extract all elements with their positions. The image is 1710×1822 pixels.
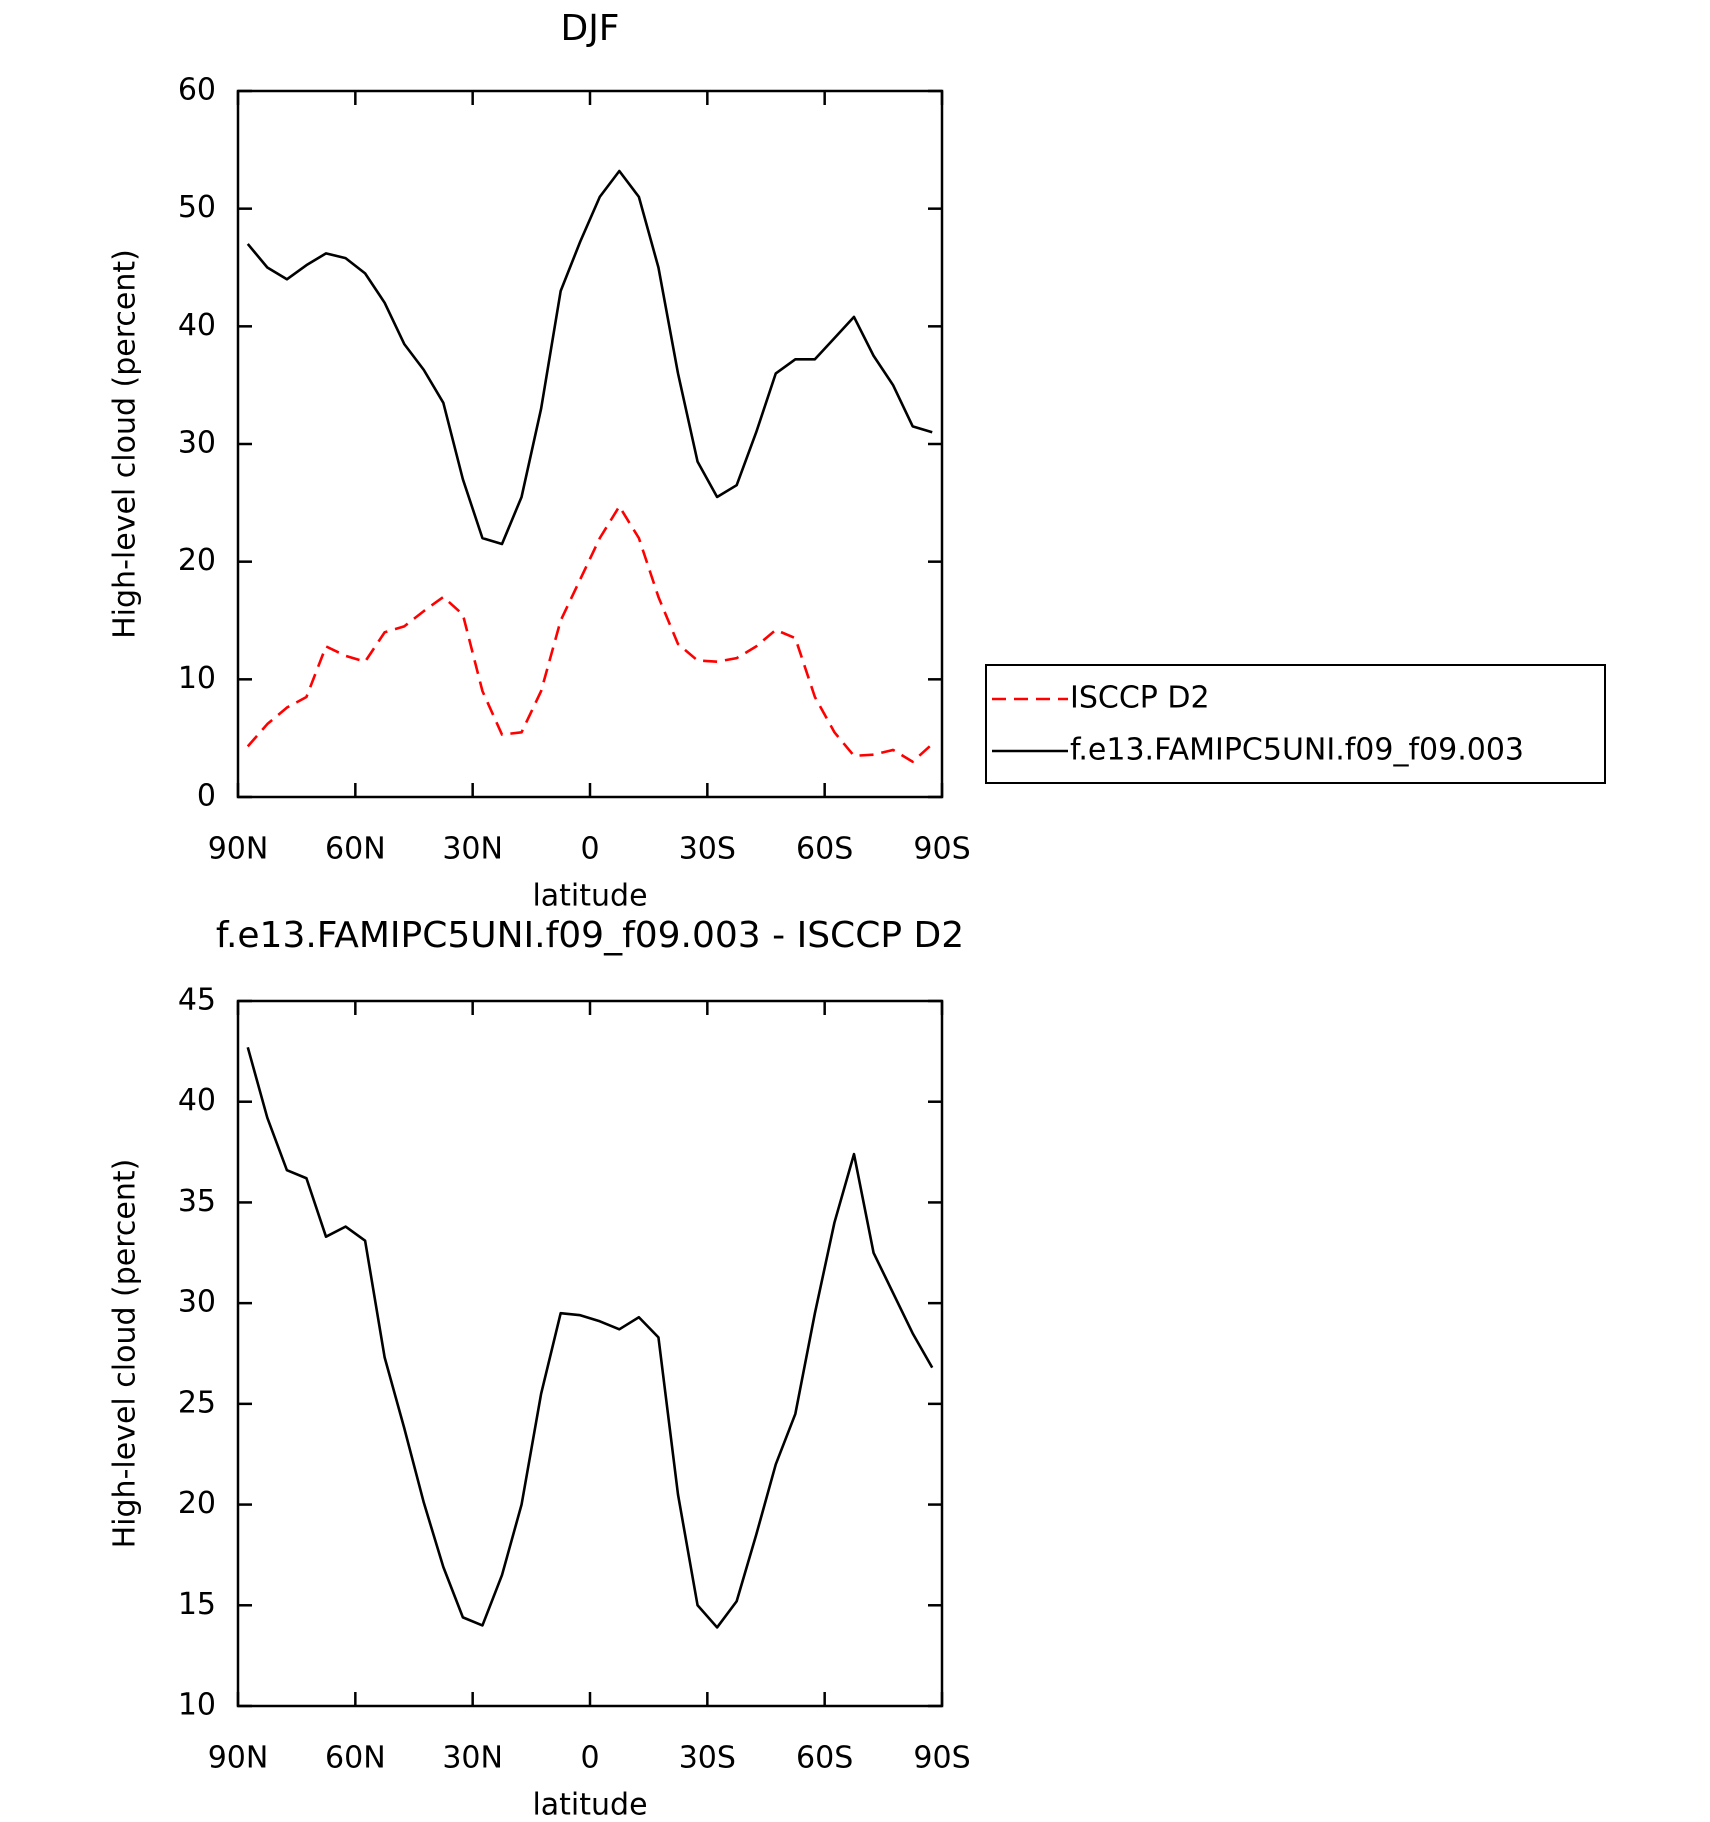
- x-tick-label: 0: [580, 1741, 599, 1776]
- y-tick-label: 40: [178, 308, 216, 343]
- x-tick-label: 0: [580, 832, 599, 867]
- x-tick-label: 60S: [796, 832, 853, 867]
- y-axis-label: High-level cloud (percent): [108, 1159, 143, 1549]
- plot-frame: [236, 89, 944, 799]
- y-tick-label: 40: [178, 1083, 216, 1118]
- x-axis-label: latitude: [532, 879, 647, 914]
- y-tick-label: 20: [178, 543, 216, 578]
- y-tick-label: 10: [178, 661, 216, 696]
- x-tick-label: 90S: [913, 832, 970, 867]
- legend-label: ISCCP D2: [1070, 681, 1210, 716]
- x-tick-label: 90N: [208, 1741, 269, 1776]
- y-tick-label: 0: [197, 779, 216, 814]
- legend-label: f.e13.FAMIPC5UNI.f09_f09.003: [1070, 733, 1524, 768]
- y-tick-label: 10: [178, 1688, 216, 1723]
- y-tick-label: 20: [178, 1486, 216, 1521]
- x-tick-label: 90N: [208, 832, 269, 867]
- y-tick-label: 50: [178, 190, 216, 225]
- x-tick-label: 30N: [442, 832, 503, 867]
- y-axis-label: High-level cloud (percent): [108, 249, 143, 639]
- y-tick-label: 15: [178, 1587, 216, 1622]
- chart-title: f.e13.FAMIPC5UNI.f09_f09.003 - ISCCP D2: [216, 915, 964, 956]
- x-tick-label: 60N: [325, 832, 386, 867]
- x-tick-label: 30N: [442, 1741, 503, 1776]
- y-tick-label: 30: [178, 426, 216, 461]
- x-tick-label: 60S: [796, 1741, 853, 1776]
- y-tick-label: 25: [178, 1385, 216, 1420]
- x-axis-label: latitude: [532, 1788, 647, 1822]
- series-line: [246, 505, 934, 763]
- x-tick-label: 30S: [679, 832, 736, 867]
- legend-box: [985, 664, 1606, 784]
- y-tick-label: 45: [178, 983, 216, 1018]
- y-tick-label: 35: [178, 1184, 216, 1219]
- x-tick-label: 60N: [325, 1741, 386, 1776]
- series-line: [246, 1046, 934, 1629]
- x-tick-label: 90S: [913, 1741, 970, 1776]
- plot-frame: [236, 999, 944, 1708]
- chart-title: DJF: [560, 8, 619, 49]
- series-line: [246, 169, 933, 546]
- x-tick-label: 30S: [679, 1741, 736, 1776]
- y-tick-label: 60: [178, 73, 216, 108]
- y-tick-label: 30: [178, 1285, 216, 1320]
